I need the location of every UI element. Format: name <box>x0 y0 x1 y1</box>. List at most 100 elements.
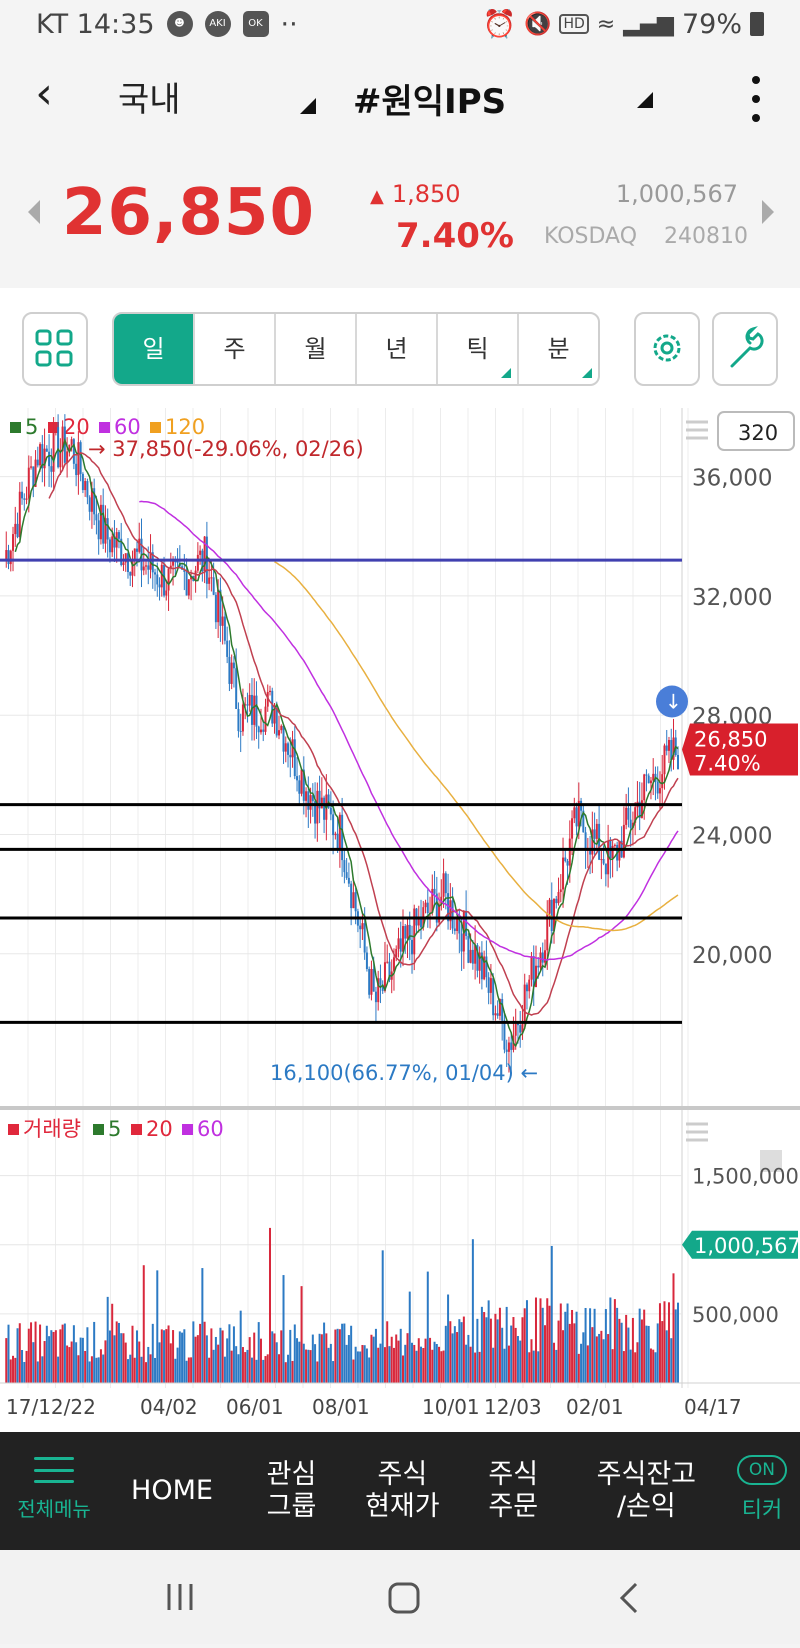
candle-body <box>210 577 213 579</box>
volume-bar <box>667 1302 670 1383</box>
candle-body <box>84 481 87 491</box>
candle-body <box>381 984 384 991</box>
volume-bar <box>638 1308 641 1383</box>
volume-bar <box>316 1361 319 1383</box>
candle-body <box>546 913 549 951</box>
volume-bar <box>226 1338 229 1383</box>
candle-body <box>658 788 661 794</box>
volume-bar <box>284 1362 287 1383</box>
candle-body <box>106 518 109 540</box>
volume-bar <box>291 1360 294 1383</box>
candle-body <box>406 924 409 939</box>
volume-bar <box>305 1349 308 1383</box>
alarm-icon: ⏰ <box>482 9 517 40</box>
volume-bar <box>546 1298 549 1383</box>
home-system-icon[interactable] <box>388 1582 420 1614</box>
volume-bar <box>113 1335 116 1383</box>
candle-body <box>203 536 206 572</box>
candle-body <box>23 498 26 500</box>
candle-body <box>122 562 125 566</box>
tab-day[interactable]: 일 <box>114 314 195 384</box>
stock-dropdown-icon[interactable] <box>637 92 653 108</box>
volume-bar <box>512 1317 515 1383</box>
volume-bar <box>417 1338 420 1383</box>
volume-bar <box>584 1307 587 1383</box>
candle-body <box>627 807 630 820</box>
volume-bar <box>52 1331 55 1383</box>
stock-balance-button[interactable]: 주식잔고 /손익 <box>569 1432 724 1550</box>
battery-text: 79% <box>681 8 742 40</box>
stock-order-label-1: 주식 <box>488 1459 539 1490</box>
volume-bar <box>492 1347 495 1383</box>
stock-selector[interactable]: #원익IPS <box>353 82 507 122</box>
volume-bar <box>442 1350 445 1383</box>
system-navigation-bar <box>0 1550 800 1644</box>
candle-body <box>417 917 420 926</box>
market-dropdown-icon[interactable] <box>300 98 316 114</box>
volume-bar <box>329 1343 332 1383</box>
volume-bar <box>181 1332 184 1383</box>
candle-body <box>431 888 434 913</box>
settings-button[interactable] <box>634 312 700 386</box>
candle-body <box>584 832 587 851</box>
recent-apps-icon[interactable] <box>167 1584 193 1610</box>
back-system-icon[interactable] <box>619 1582 638 1614</box>
volume-bar <box>36 1361 39 1383</box>
stock-chart[interactable]: 36,000 32,000 28,000 24,000 20,000 5 20 60 120 → … <box>0 408 800 1432</box>
volume-bar <box>456 1332 459 1383</box>
previous-stock-arrow-icon[interactable] <box>28 200 40 224</box>
tab-month[interactable]: 월 <box>276 314 357 384</box>
candle-body <box>444 873 447 894</box>
volume-bar <box>487 1300 490 1383</box>
tab-year[interactable]: 년 <box>357 314 438 384</box>
market-selector[interactable]: 국내 <box>118 80 181 120</box>
layout-grid-button[interactable] <box>22 312 88 386</box>
ticker-toggle[interactable]: ON 티커 <box>724 1432 800 1550</box>
volume-bar <box>404 1344 407 1383</box>
tab-minute[interactable]: 분 <box>519 314 598 384</box>
tab-tick[interactable]: 틱 <box>438 314 519 384</box>
tools-button[interactable] <box>712 312 778 386</box>
volume-bar <box>318 1333 321 1383</box>
home-button[interactable]: HOME <box>108 1432 236 1550</box>
candle-body <box>374 991 377 1003</box>
volume-bar <box>298 1341 301 1383</box>
candle-body <box>471 949 474 964</box>
candle-body <box>104 518 107 544</box>
date-axis-label: 04/02 <box>140 1395 198 1419</box>
volume-bar <box>205 1335 208 1383</box>
watchlist-group-button[interactable]: 관심 그룹 <box>236 1432 347 1550</box>
volume-bar <box>228 1324 231 1383</box>
more-options-icon[interactable] <box>738 76 774 122</box>
candle-body <box>282 725 285 752</box>
volume-bar <box>174 1358 177 1383</box>
volume-bar <box>474 1352 477 1383</box>
candle-body <box>386 961 389 963</box>
candle-body <box>368 969 371 995</box>
candle-body <box>129 572 132 576</box>
candle-body <box>320 797 323 809</box>
home-label: HOME <box>131 1475 213 1506</box>
candle-body <box>640 800 643 818</box>
back-button[interactable]: ‹ <box>35 68 53 119</box>
next-stock-arrow-icon[interactable] <box>762 200 774 224</box>
tab-week[interactable]: 주 <box>195 314 276 384</box>
candle-body <box>176 561 179 563</box>
full-menu-button[interactable]: 전체메뉴 <box>0 1432 108 1550</box>
candle-body <box>16 523 19 538</box>
candle-body <box>550 899 553 932</box>
volume-bar <box>625 1314 628 1383</box>
price-axis-label: 32,000 <box>692 585 772 611</box>
candle-body <box>41 444 44 469</box>
low-price-annotation: 16,100(66.77%, 01/04) ← <box>270 1061 538 1085</box>
stock-code: 240810 <box>664 224 749 249</box>
candle-body <box>271 690 274 724</box>
volume-bar <box>503 1348 506 1383</box>
stock-order-button[interactable]: 주식 주문 <box>458 1432 569 1550</box>
candle-body <box>259 729 262 733</box>
volume-bar <box>293 1324 296 1383</box>
count-box <box>717 411 795 451</box>
volume-bar <box>334 1329 337 1383</box>
stock-price-button[interactable]: 주식 현재가 <box>347 1432 458 1550</box>
